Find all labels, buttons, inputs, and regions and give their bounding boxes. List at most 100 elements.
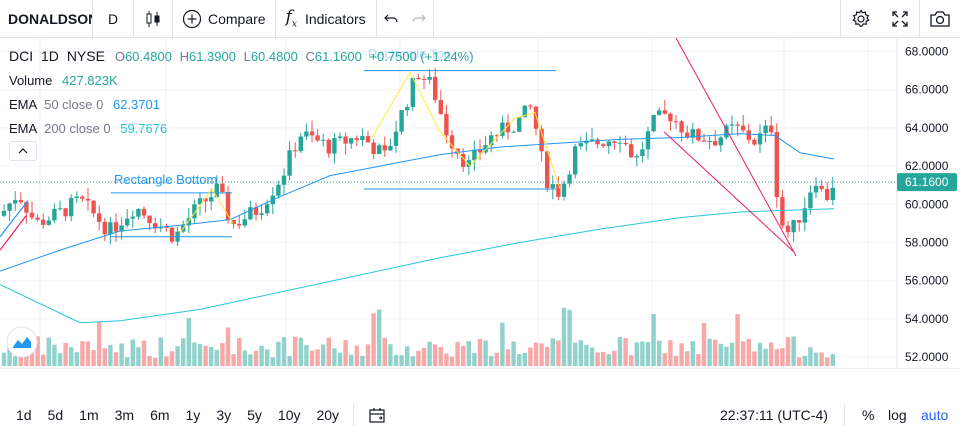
volume-bar <box>606 354 611 366</box>
range-1d-button[interactable]: 1d <box>16 407 32 423</box>
range-3y-button[interactable]: 3y <box>216 407 232 423</box>
interval-button[interactable]: D <box>93 0 133 38</box>
volume-bar <box>741 341 746 366</box>
price-tick-label: 56.0000 <box>905 274 949 288</box>
indicators-label: Indicators <box>304 10 366 27</box>
volume-bar <box>399 355 404 366</box>
volume-bar <box>657 340 662 366</box>
volume-bar <box>461 345 466 366</box>
price-tick-label: 64.0000 <box>905 121 949 135</box>
toolbar-divider <box>375 0 377 38</box>
legend-high-value: 61.3900 <box>188 49 236 64</box>
log-toggle[interactable]: log <box>888 407 907 423</box>
candle-body <box>197 198 203 205</box>
volume-bar <box>713 339 718 366</box>
volume-bar <box>690 341 695 366</box>
undo-button[interactable] <box>377 0 405 38</box>
legend-interval: 1D <box>41 48 59 64</box>
volume-bar <box>466 341 471 366</box>
legend-ema50[interactable]: EMA 50 close 0 62.3701 <box>9 93 474 117</box>
candle-body <box>673 121 679 123</box>
legend-volume[interactable]: Volume 427.823K <box>9 69 474 93</box>
candle-body <box>57 208 63 210</box>
price-tick-label: 66.0000 <box>905 83 949 97</box>
candle-body <box>35 217 40 220</box>
symbol-search[interactable]: DONALDSON <box>8 10 92 27</box>
drawings-layer[interactable]: Rectangle Bottom Rectangle Top <box>0 38 797 358</box>
candle-body <box>265 204 270 214</box>
compare-button[interactable]: Compare <box>173 0 275 38</box>
indicators-button[interactable]: fx Indicators <box>276 0 376 38</box>
range-3m-button[interactable]: 3m <box>114 407 135 423</box>
price-tick-label: 54.0000 <box>905 312 949 326</box>
candle-body <box>724 125 729 138</box>
legend-ema200[interactable]: EMA 200 close 0 59.7676 <box>9 117 474 141</box>
trend-line-left <box>0 200 29 238</box>
legend-ticker: DCI <box>9 48 34 64</box>
plus-circle-icon <box>182 9 202 28</box>
candle-body <box>416 77 421 79</box>
candle-body <box>321 139 326 141</box>
volume-bar <box>332 348 337 366</box>
volume-bar <box>679 343 684 366</box>
volume-bar <box>472 352 477 366</box>
goto-date-button[interactable] <box>368 407 386 423</box>
candle-body <box>511 131 516 133</box>
legend-open-value: 60.4800 <box>124 49 172 64</box>
candle-body <box>130 216 135 219</box>
volume-bar <box>46 337 51 366</box>
legend-main-series[interactable]: DCI 1D NYSE O60.4800 H61.3900 L60.4800 C… <box>9 44 474 69</box>
volume-bar <box>763 348 768 366</box>
candle-body <box>561 183 567 197</box>
candle-body <box>248 207 253 220</box>
volume-bar <box>13 356 18 366</box>
candle-body <box>601 144 606 147</box>
volume-bar <box>584 344 589 366</box>
candle-body <box>304 131 309 137</box>
legend-collapse-button[interactable] <box>9 141 37 161</box>
chart-style-button[interactable] <box>134 0 172 38</box>
snapshot-button[interactable] <box>920 0 960 38</box>
candle-body <box>718 137 723 146</box>
volume-bar <box>489 355 494 366</box>
candle-body <box>209 197 214 202</box>
percent-toggle[interactable]: % <box>862 407 875 423</box>
volume-bar <box>623 337 628 366</box>
clock-display[interactable]: 22:37:11 (UTC-4) <box>720 407 828 423</box>
rectangle-bottom-label: Rectangle Bottom <box>114 172 217 187</box>
volume-bar <box>321 344 326 366</box>
candle-body <box>388 145 393 151</box>
range-5y-button[interactable]: 5y <box>247 407 262 423</box>
redo-button[interactable] <box>405 0 433 38</box>
volume-bar <box>326 337 331 366</box>
settings-button[interactable] <box>841 0 881 38</box>
volume-bar <box>505 349 511 366</box>
candle-body <box>97 213 102 222</box>
candle-body <box>287 150 292 176</box>
candle-body <box>444 113 449 136</box>
interval-label: D <box>107 10 119 27</box>
candle-body <box>405 107 410 111</box>
volume-bar <box>382 337 387 366</box>
range-6m-button[interactable]: 6m <box>150 407 170 423</box>
range-10y-button[interactable]: 10y <box>277 407 301 423</box>
volume-bar <box>701 322 707 366</box>
volume-bar <box>685 351 690 366</box>
fullscreen-button[interactable] <box>881 0 919 38</box>
candle-body <box>214 183 219 198</box>
price-tick-label: 60.0000 <box>905 197 949 211</box>
price-tick-label: 58.0000 <box>905 236 949 250</box>
candle-body <box>545 151 550 189</box>
range-5d-button[interactable]: 5d <box>47 407 64 423</box>
auto-toggle[interactable]: auto <box>921 407 949 423</box>
volume-bar <box>617 337 623 366</box>
chart-logo-bg <box>6 326 38 358</box>
price-axis[interactable]: 68.0000 66.0000 64.0000 62.0000 60.0000 58.00… <box>0 38 957 369</box>
legend-close-label: C <box>305 49 315 64</box>
range-1y-button[interactable]: 1y <box>185 407 201 423</box>
candle-body <box>589 139 595 141</box>
candle-body <box>220 183 225 192</box>
range-20y-button[interactable]: 20y <box>316 407 340 423</box>
chart-canvas[interactable]: Rectangle Bottom Rectangle Top 68.0000 66.… <box>0 38 960 369</box>
range-1m-button[interactable]: 1m <box>79 407 99 423</box>
